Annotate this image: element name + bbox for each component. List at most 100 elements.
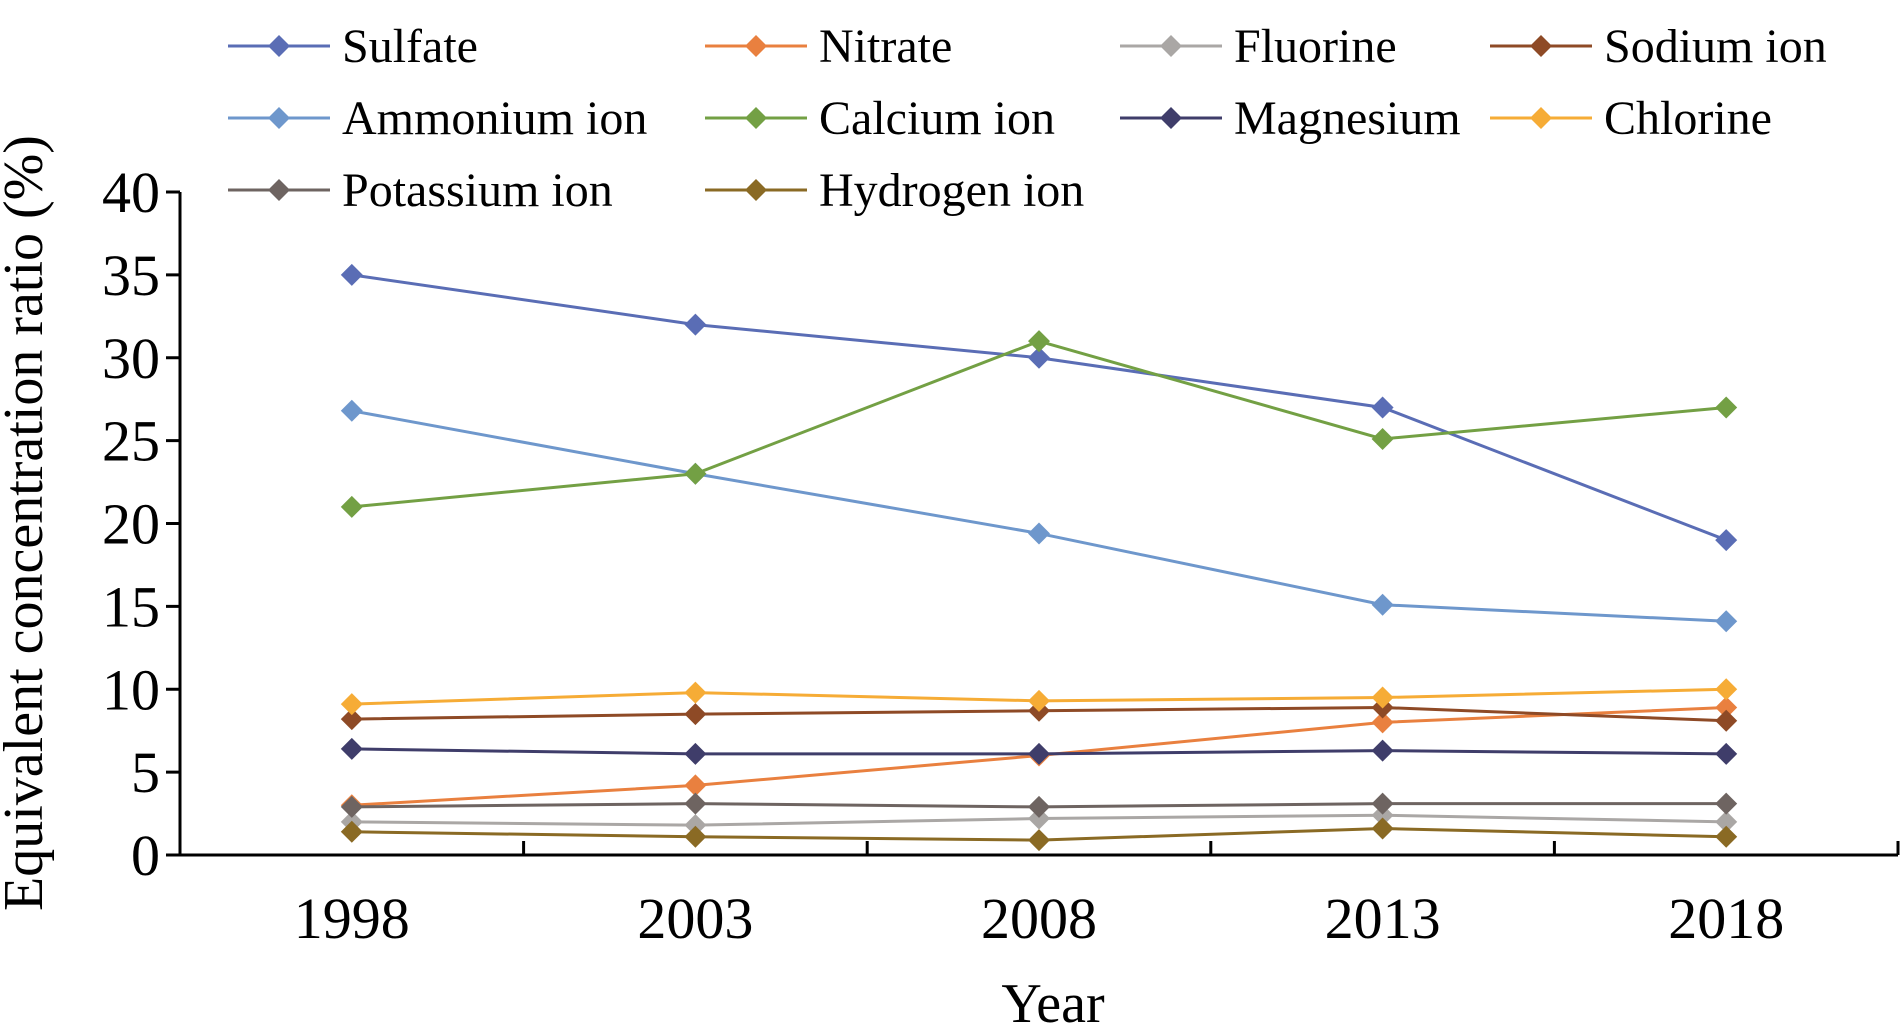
y-axis-title: Equivalent concentration ratio (%): [0, 135, 55, 911]
x-tick-label: 2013: [1325, 886, 1441, 951]
legend-swatch-marker: [745, 179, 767, 201]
data-point-marker: [684, 681, 707, 704]
legend-swatch-marker: [268, 179, 290, 201]
data-point-marker: [684, 462, 707, 485]
data-point-marker: [1028, 829, 1050, 852]
legend-label: Calcium ion: [819, 92, 1055, 145]
data-point-marker: [684, 774, 707, 797]
tick-marks: 0 5 10 15 20 25 30 35 40 1998 2003 2008 2013 2018: [102, 160, 1900, 951]
series-fluorine: [340, 804, 1738, 837]
legend-swatch-marker: [1530, 35, 1552, 57]
data-point-marker: [1715, 810, 1738, 833]
legend-swatch-marker: [268, 35, 290, 57]
y-tick-label: 15: [102, 574, 160, 639]
legend-item-nitrate: Nitrate: [705, 20, 952, 73]
y-tick-label: 25: [102, 409, 160, 474]
data-point-marker: [684, 792, 707, 815]
x-axis-title: Year: [1001, 973, 1105, 1030]
data-point-marker: [340, 495, 363, 518]
legend-item-calcium-ion: Calcium ion: [705, 92, 1055, 145]
legend-swatch-marker: [268, 107, 290, 129]
data-point-marker: [1028, 346, 1050, 369]
legend-item-sodium-ion: Sodium ion: [1490, 20, 1827, 73]
data-point-marker: [1715, 709, 1738, 732]
data-point-marker: [1715, 696, 1738, 719]
data-point-marker: [1715, 825, 1738, 848]
legend-swatch-marker: [1160, 107, 1182, 129]
data-point-marker: [1028, 807, 1050, 830]
data-point-marker: [1371, 686, 1394, 709]
series-group: [340, 263, 1738, 852]
data-point-marker: [1715, 742, 1738, 765]
legend-item-hydrogen-ion: Hydrogen ion: [705, 164, 1084, 217]
data-point-marker: [340, 693, 363, 716]
data-point-marker: [684, 814, 707, 837]
data-point-marker: [340, 737, 363, 760]
x-tick-label: 2018: [1668, 886, 1784, 951]
series-chlorine: [340, 678, 1738, 716]
legend-item-magnesium: Magnesium: [1120, 92, 1461, 145]
y-tick-label: 10: [102, 657, 160, 722]
legend-swatch-marker: [745, 35, 767, 57]
x-tick-label: 1998: [294, 886, 410, 951]
data-point-marker: [1715, 792, 1738, 815]
legend-item-sulfate: Sulfate: [228, 20, 478, 73]
legend-swatch-marker: [1160, 35, 1182, 57]
data-point-marker: [1028, 795, 1050, 818]
series-ammonium-ion: [340, 399, 1738, 633]
legend-label: Magnesium: [1234, 92, 1461, 145]
data-point-marker: [1028, 689, 1050, 712]
legend-label: Potassium ion: [342, 164, 613, 217]
data-point-marker: [340, 795, 363, 818]
data-point-marker: [1371, 792, 1394, 815]
legend-label: Sodium ion: [1604, 20, 1827, 73]
data-point-marker: [1371, 739, 1394, 762]
data-point-marker: [1371, 711, 1394, 734]
legend-label: Fluorine: [1234, 20, 1397, 73]
data-point-marker: [1371, 817, 1394, 840]
series-hydrogen-ion: [340, 817, 1738, 852]
legend-item-ammonium-ion: Ammonium ion: [228, 92, 647, 145]
x-tick-label: 2003: [637, 886, 753, 951]
legend-label: Nitrate: [819, 20, 952, 73]
legend-swatch-marker: [1530, 107, 1552, 129]
data-point-marker: [340, 263, 363, 286]
data-point-marker: [1715, 610, 1738, 633]
series-line: [351, 273, 1727, 542]
data-point-marker: [1371, 427, 1394, 450]
data-point-marker: [1371, 396, 1394, 419]
series-sulfate: [340, 263, 1738, 552]
data-point-marker: [684, 825, 707, 848]
legend-item-fluorine: Fluorine: [1120, 20, 1397, 73]
data-point-marker: [1371, 593, 1394, 616]
y-tick-label: 20: [102, 492, 160, 557]
y-tick-label: 40: [102, 160, 160, 225]
data-point-marker: [1028, 330, 1050, 353]
series-calcium-ion: [340, 330, 1738, 518]
series-magnesium: [340, 737, 1738, 765]
legend-label: Hydrogen ion: [819, 164, 1084, 217]
series-line: [351, 409, 1727, 623]
legend-item-chlorine: Chlorine: [1490, 92, 1772, 145]
data-point-marker: [684, 313, 707, 336]
y-tick-label: 5: [131, 740, 160, 805]
y-tick-label: 0: [131, 823, 160, 888]
y-tick-label: 30: [102, 326, 160, 391]
legend-label: Chlorine: [1604, 92, 1772, 145]
legend-label: Sulfate: [342, 20, 478, 73]
data-point-marker: [684, 742, 707, 765]
data-point-marker: [1715, 678, 1738, 701]
legend-item-potassium-ion: Potassium ion: [228, 164, 613, 217]
data-point-marker: [1028, 522, 1050, 545]
y-tick-label: 35: [102, 243, 160, 308]
x-tick-label: 2008: [981, 886, 1097, 951]
legend-label: Ammonium ion: [342, 92, 647, 145]
data-point-marker: [340, 820, 363, 843]
legend: Sulfate Nitrate Fluorine Sodium ion Ammonium…: [228, 20, 1827, 217]
data-point-marker: [340, 399, 363, 422]
legend-swatch-marker: [745, 107, 767, 129]
data-point-marker: [1028, 742, 1050, 765]
data-point-marker: [684, 703, 707, 726]
